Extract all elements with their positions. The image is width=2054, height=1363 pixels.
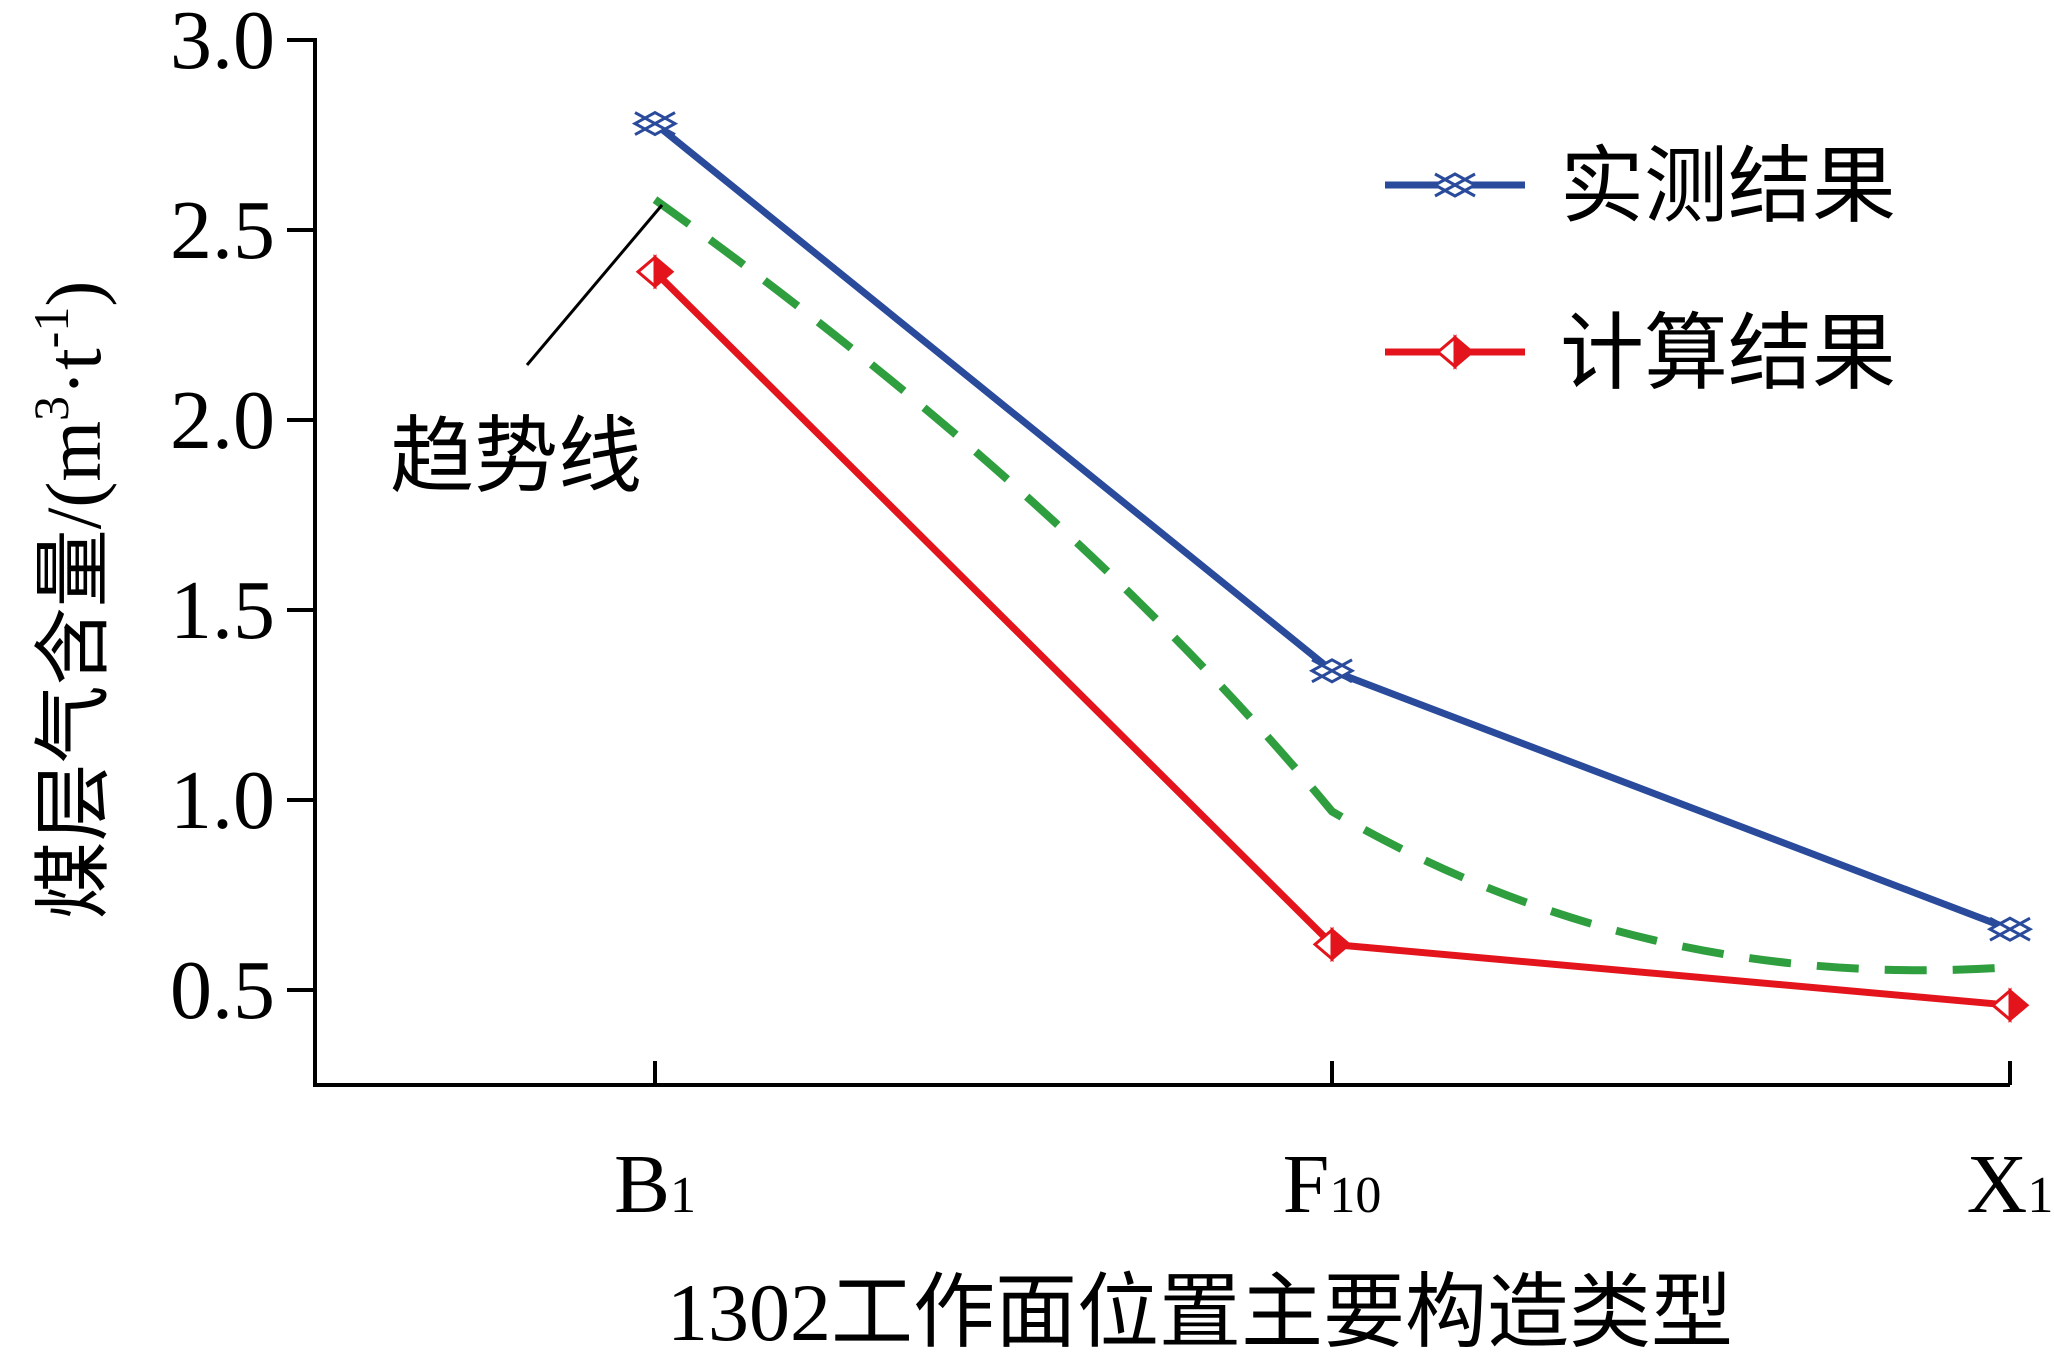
y-tick-label: 2.5	[170, 184, 275, 277]
plot-area	[631, 110, 2034, 1023]
data-point	[1312, 926, 1352, 963]
legend-item-1: 实测结果	[1385, 141, 1896, 234]
series-1	[631, 110, 2034, 942]
marker-left-half	[1435, 334, 1457, 370]
marker-cross-b	[1989, 916, 2031, 942]
y-tick-label: 2.0	[170, 374, 275, 467]
data-point	[631, 110, 679, 137]
y-tick-label: 1.0	[170, 754, 275, 847]
legend-marker	[1435, 334, 1475, 370]
marker-right-half	[2008, 987, 2030, 1023]
y-ticks: 3.0 2.5 2.0 1.5 1.0 0.5	[170, 0, 315, 1037]
y-axis-label-main: 煤层气含量/(m	[30, 421, 117, 919]
marker-left-half	[1990, 987, 2012, 1023]
x-tick-label: B1	[614, 1138, 696, 1231]
data-point	[1990, 987, 2030, 1023]
data-point	[1986, 916, 2034, 942]
y-tick-label: 0.5	[170, 944, 275, 1037]
data-point	[1308, 658, 1356, 684]
marker-cross-b	[1434, 172, 1476, 198]
trendline-series	[652, 196, 2011, 975]
series-2	[635, 254, 2030, 1023]
y-axis-label: 煤层气含量/(m3·t-1)	[23, 281, 117, 920]
y-tick-label: 1.5	[170, 564, 275, 657]
marker-right-half	[1453, 334, 1475, 370]
legend-label: 计算结果	[1560, 308, 1896, 401]
marker-right-half	[653, 254, 675, 290]
marker-cross-b	[1311, 658, 1353, 684]
x-axis-label: 1302工作面位置主要构造类型	[667, 1267, 1733, 1358]
annotation-leader-line	[525, 204, 664, 366]
y-axis-label-sup1: 3	[23, 396, 79, 421]
legend-marker	[1431, 172, 1479, 198]
y-tick-label: 3.0	[170, 0, 275, 87]
x-ticks: B1 F10 X1	[614, 1061, 2053, 1231]
marker-right-half	[1330, 926, 1352, 963]
axes	[313, 38, 2010, 1087]
y-axis-label-sup2: -1	[23, 307, 79, 349]
x-tick-label: X1	[1967, 1138, 2054, 1231]
x-tick-label: F10	[1283, 1138, 1382, 1231]
marker-left-half	[635, 254, 657, 290]
y-axis-label-mid: ·t	[30, 348, 117, 396]
legend-label: 实测结果	[1560, 141, 1896, 234]
marker-cross-b	[634, 111, 676, 136]
data-point	[635, 254, 675, 290]
annotation-label: 趋势线	[390, 411, 642, 504]
y-axis-label-end: )	[30, 281, 117, 307]
legend-item-2: 计算结果	[1385, 308, 1896, 401]
trendline-annotation: 趋势线	[390, 204, 664, 504]
